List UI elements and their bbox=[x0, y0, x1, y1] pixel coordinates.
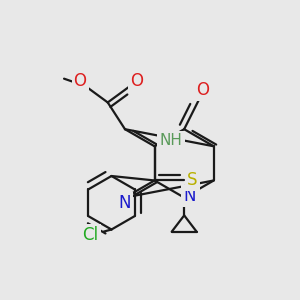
Text: N: N bbox=[119, 194, 131, 212]
Text: O: O bbox=[196, 81, 209, 99]
Text: N: N bbox=[183, 188, 196, 206]
Text: Cl: Cl bbox=[82, 226, 99, 244]
Text: NH: NH bbox=[160, 134, 182, 148]
Text: O: O bbox=[74, 72, 87, 90]
Text: O: O bbox=[130, 72, 143, 90]
Text: S: S bbox=[188, 171, 198, 189]
